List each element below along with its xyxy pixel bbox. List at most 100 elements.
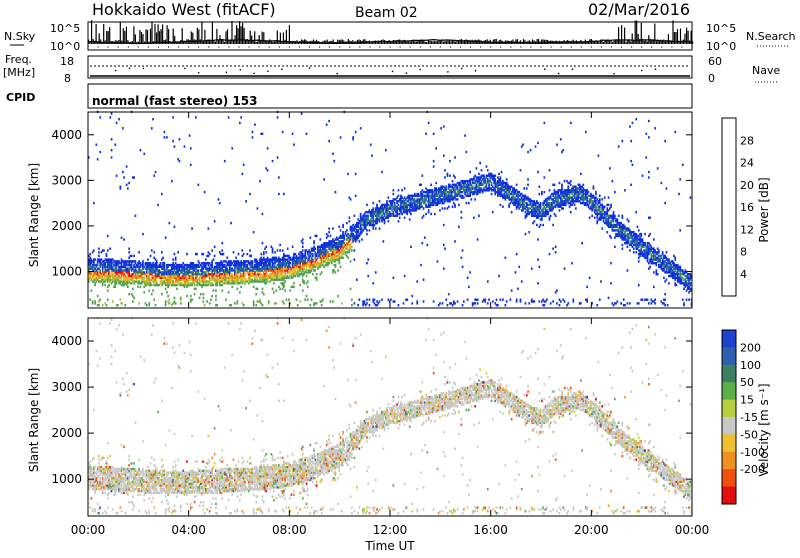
power-cell	[149, 265, 152, 269]
nave-tick-low: 0	[708, 72, 715, 85]
power-cell	[122, 170, 124, 174]
power-cell	[318, 249, 320, 252]
power-cell	[529, 149, 532, 152]
power-cell	[184, 271, 187, 274]
power-cell	[393, 203, 396, 207]
nsky-bar	[222, 39, 224, 44]
power-cell	[193, 283, 196, 287]
power-cell	[562, 190, 565, 194]
power-cell	[291, 256, 294, 259]
power-cell	[152, 118, 154, 121]
power-cell	[195, 267, 197, 270]
power-cell	[167, 271, 169, 274]
power-cell	[471, 185, 474, 188]
power-cell	[524, 216, 527, 219]
power-cell	[274, 278, 276, 281]
power-cell	[250, 280, 252, 283]
power-cell	[386, 212, 388, 216]
power-cell	[388, 300, 391, 303]
power-cell	[522, 143, 524, 146]
power-cell	[510, 192, 513, 196]
power-cell	[106, 260, 109, 263]
power-cell	[328, 252, 330, 256]
power-cell	[504, 181, 507, 185]
power-cell	[369, 220, 372, 223]
power-cell	[152, 280, 154, 283]
power-cell	[153, 269, 156, 272]
power-cell	[612, 216, 615, 219]
power-cell	[486, 180, 489, 183]
power-cell	[339, 229, 342, 232]
power-cell	[318, 254, 320, 258]
nsky-bar	[91, 20, 93, 44]
power-cell	[314, 269, 317, 272]
power-cell	[241, 262, 244, 265]
power-cell	[225, 269, 227, 272]
nsky-bar	[675, 32, 677, 44]
power-cell	[255, 265, 258, 269]
power-cell	[507, 189, 509, 192]
power-cell	[476, 176, 479, 179]
power-cell	[387, 220, 390, 223]
power-cell	[591, 205, 593, 208]
power-cell	[265, 265, 268, 269]
nsky-bar	[637, 34, 639, 44]
power-cell	[474, 185, 476, 188]
power-cell	[284, 276, 286, 279]
power-cell	[392, 211, 395, 214]
power-cell	[245, 265, 247, 269]
power-cell	[359, 127, 362, 130]
power-cell	[158, 271, 161, 274]
power-cell	[130, 293, 133, 296]
power-cell	[563, 267, 566, 270]
power-cell	[231, 273, 234, 276]
nsky-bar	[214, 41, 216, 44]
power-cell	[119, 298, 122, 301]
power-cell	[376, 211, 378, 214]
power-cell	[392, 198, 395, 201]
power-cell	[120, 263, 123, 267]
power-cell	[244, 280, 246, 283]
power-cell	[120, 267, 123, 270]
power-cell	[286, 269, 289, 272]
power-cell	[195, 263, 197, 267]
power-cell	[153, 251, 156, 254]
power-cell	[130, 282, 133, 285]
power-cell	[267, 269, 270, 272]
power-cell	[286, 258, 289, 261]
power-cell	[184, 273, 187, 276]
power-cell	[452, 300, 455, 303]
power-cell	[520, 196, 523, 199]
nsky-bar	[593, 41, 595, 44]
power-cell	[197, 183, 200, 186]
power-cell	[449, 185, 451, 188]
power-cell	[366, 218, 368, 221]
power-cell	[421, 242, 424, 245]
power-cell	[181, 271, 183, 274]
power-cell	[405, 211, 407, 214]
power-cell	[273, 262, 275, 265]
power-cell	[306, 260, 309, 263]
power-cell	[213, 280, 216, 283]
power-cell	[591, 214, 593, 217]
power-cell	[264, 247, 266, 250]
power-cell	[290, 269, 293, 272]
nsky-bar	[278, 40, 280, 44]
power-cell	[442, 125, 445, 128]
power-cell	[250, 278, 252, 281]
power-cell	[340, 242, 343, 245]
power-cell	[558, 201, 561, 205]
nsky-bar	[266, 40, 268, 44]
power-cell	[393, 198, 396, 201]
nsky-bar	[658, 40, 660, 44]
power-cell	[259, 263, 261, 267]
power-cell	[568, 192, 571, 196]
power-cell	[275, 256, 278, 259]
power-cell	[567, 201, 570, 205]
power-cell	[528, 231, 531, 234]
power-cell	[562, 200, 565, 203]
power-cell	[557, 205, 560, 208]
power-cell	[552, 247, 554, 250]
power-cell	[264, 262, 266, 265]
power-cell	[318, 262, 320, 265]
